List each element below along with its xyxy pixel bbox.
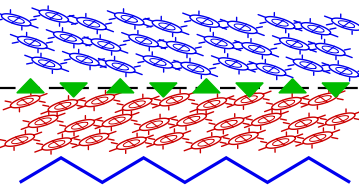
Polygon shape — [193, 79, 220, 93]
Polygon shape — [150, 83, 177, 97]
Polygon shape — [236, 83, 263, 97]
Polygon shape — [17, 79, 44, 93]
Polygon shape — [279, 79, 306, 93]
Polygon shape — [322, 83, 349, 97]
Polygon shape — [107, 79, 134, 93]
Polygon shape — [60, 83, 87, 97]
